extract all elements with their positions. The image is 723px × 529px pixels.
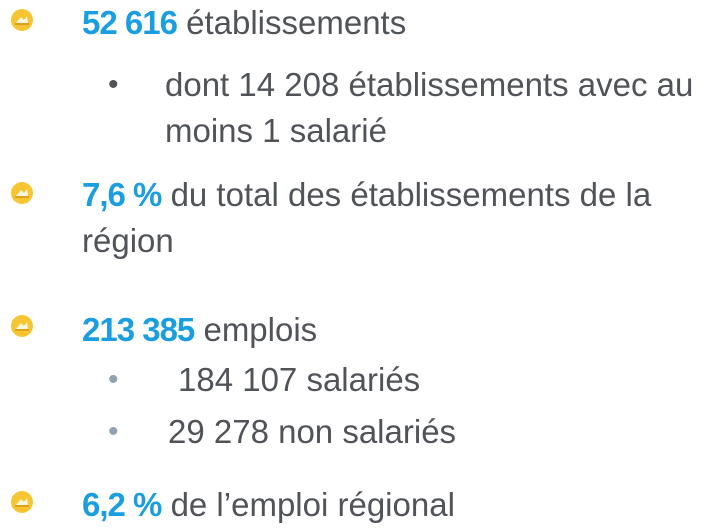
bullet-icon	[10, 181, 34, 205]
item-text: établissements	[186, 4, 407, 41]
item: 52 616 établissements	[82, 0, 712, 46]
item: 213 385 emplois	[82, 307, 712, 353]
sub-bullet: •	[108, 68, 119, 101]
sub-bullet: •	[108, 363, 119, 396]
bullet-icon	[10, 8, 34, 32]
item-value: 6,2 %	[82, 486, 162, 523]
item-value: 7,6 %	[82, 176, 162, 213]
sub-bullet: •	[108, 415, 119, 448]
bullet-icon	[10, 314, 34, 338]
sub-item: 184 107 salariés	[178, 361, 421, 398]
item-text: de l’emploi régional	[170, 486, 455, 523]
sub-item: dont 14 208 établissements avec au moins…	[165, 66, 694, 149]
item-text: du total des établissements de la région	[82, 176, 652, 259]
item: 6,2 % de l’emploi régional	[82, 482, 712, 528]
item-text: emplois	[203, 311, 318, 348]
sub-item: 29 278 non salariés	[168, 413, 457, 450]
item-value: 213 385	[82, 311, 195, 348]
bullet-icon	[10, 490, 34, 514]
item: 7,6 % du total des établissements de la …	[82, 172, 712, 264]
item-value: 52 616	[82, 4, 178, 41]
